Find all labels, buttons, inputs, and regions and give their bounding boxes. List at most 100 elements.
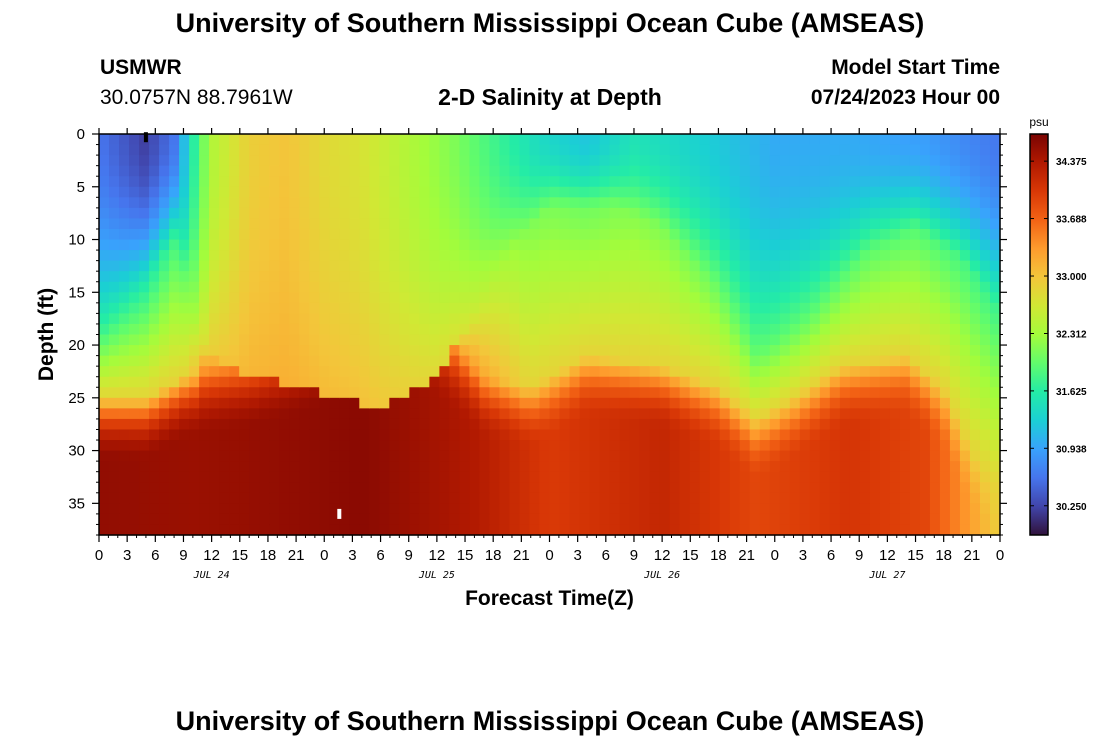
heatmap-cell: [709, 228, 721, 241]
heatmap-cell: [279, 228, 290, 241]
heatmap-cell: [409, 492, 420, 504]
heatmap-cell: [779, 313, 791, 325]
heatmap-cell: [449, 440, 460, 452]
heatmap-cell: [679, 482, 691, 494]
heatmap-cell: [539, 334, 551, 346]
heatmap-cell: [799, 302, 811, 314]
heatmap-cell: [769, 524, 781, 536]
heatmap-cell: [879, 387, 891, 399]
heatmap-cell: [209, 450, 220, 462]
heatmap-cell: [789, 492, 801, 504]
heatmap-cell: [449, 281, 460, 293]
heatmap-cell: [869, 302, 881, 314]
heatmap-cell: [789, 197, 801, 209]
heatmap-cell: [749, 345, 761, 357]
heatmap-cell: [669, 228, 681, 241]
heatmap-cell: [419, 292, 430, 304]
heatmap-cell: [359, 271, 370, 283]
heatmap-cell: [579, 513, 591, 526]
heatmap-cell: [789, 440, 801, 452]
heatmap-cell: [239, 239, 250, 251]
heatmap-cell: [949, 503, 961, 515]
heatmap-cell: [199, 155, 210, 167]
heatmap-cell: [739, 397, 751, 409]
heatmap-cell: [799, 492, 811, 504]
heatmap-cell: [849, 165, 861, 177]
heatmap-cell: [969, 323, 981, 336]
heatmap-cell: [499, 323, 511, 336]
heatmap-cell: [939, 429, 951, 441]
heatmap-cell: [969, 450, 981, 462]
heatmap-cell: [219, 334, 230, 346]
heatmap-cell: [349, 302, 360, 314]
heatmap-cell: [849, 524, 861, 536]
heatmap-cell: [109, 397, 120, 409]
heatmap-cell: [689, 134, 701, 146]
heatmap-cell: [959, 408, 971, 420]
heatmap-cell: [799, 524, 811, 536]
heatmap-cell: [789, 218, 801, 230]
heatmap-cell: [109, 144, 120, 156]
heatmap-cell: [809, 218, 821, 230]
heatmap-cell: [569, 418, 581, 431]
heatmap-cell: [709, 260, 721, 272]
heatmap-cell: [179, 513, 190, 526]
heatmap-cell: [789, 418, 801, 431]
heatmap-cell: [209, 429, 220, 441]
heatmap-cell: [959, 292, 971, 304]
heatmap-cell: [249, 334, 260, 346]
heatmap-cell: [449, 355, 460, 367]
heatmap-cell: [629, 376, 641, 388]
heatmap-cell: [929, 471, 941, 483]
heatmap-cell: [329, 345, 340, 357]
heatmap-cell: [399, 418, 410, 431]
heatmap-cell: [989, 302, 1001, 314]
heatmap-cell: [989, 482, 1001, 494]
heatmap-cell: [889, 260, 901, 272]
heatmap-cell: [369, 440, 380, 452]
heatmap-cell: [419, 239, 430, 251]
heatmap-cell: [699, 366, 711, 378]
heatmap-cell: [309, 334, 320, 346]
heatmap-cell: [939, 228, 951, 241]
heatmap-cell: [189, 239, 200, 251]
heatmap-cell: [729, 345, 741, 357]
heatmap-cell: [699, 144, 711, 156]
heatmap-cell: [719, 302, 731, 314]
heatmap-cell: [189, 440, 200, 452]
heatmap-cell: [299, 450, 310, 462]
heatmap-cell: [549, 418, 561, 431]
heatmap-cell: [149, 207, 160, 220]
heatmap-cell: [99, 408, 110, 420]
heatmap-cell: [339, 418, 350, 431]
heatmap-cell: [639, 271, 651, 283]
heatmap-cell: [669, 218, 681, 230]
heatmap-cell: [439, 144, 450, 156]
heatmap-cell: [779, 418, 791, 431]
heatmap-cell: [249, 302, 260, 314]
heatmap-cell: [739, 186, 751, 198]
heatmap-cell: [399, 387, 410, 399]
heatmap-cell: [219, 429, 230, 441]
heatmap-cell: [449, 429, 460, 441]
heatmap-cell: [269, 165, 280, 177]
heatmap-cell: [599, 355, 611, 367]
heatmap-cell: [479, 218, 491, 230]
heatmap-cell: [659, 228, 671, 241]
heatmap-cell: [459, 513, 471, 526]
heatmap-cell: [469, 197, 481, 209]
heatmap-cell: [669, 450, 681, 462]
heatmap-cell: [529, 387, 541, 399]
heatmap-cell: [229, 440, 240, 452]
heatmap-cell: [199, 524, 210, 536]
heatmap-cell: [139, 271, 150, 283]
heatmap-cell: [319, 197, 330, 209]
heatmap-cell: [689, 228, 701, 241]
heatmap-cell: [899, 482, 911, 494]
heatmap-cell: [509, 176, 521, 188]
heatmap-cell: [359, 355, 370, 367]
heatmap-cell: [109, 376, 120, 388]
heatmap-cell: [569, 334, 581, 346]
heatmap-cell: [689, 440, 701, 452]
heatmap-cell: [919, 144, 931, 156]
